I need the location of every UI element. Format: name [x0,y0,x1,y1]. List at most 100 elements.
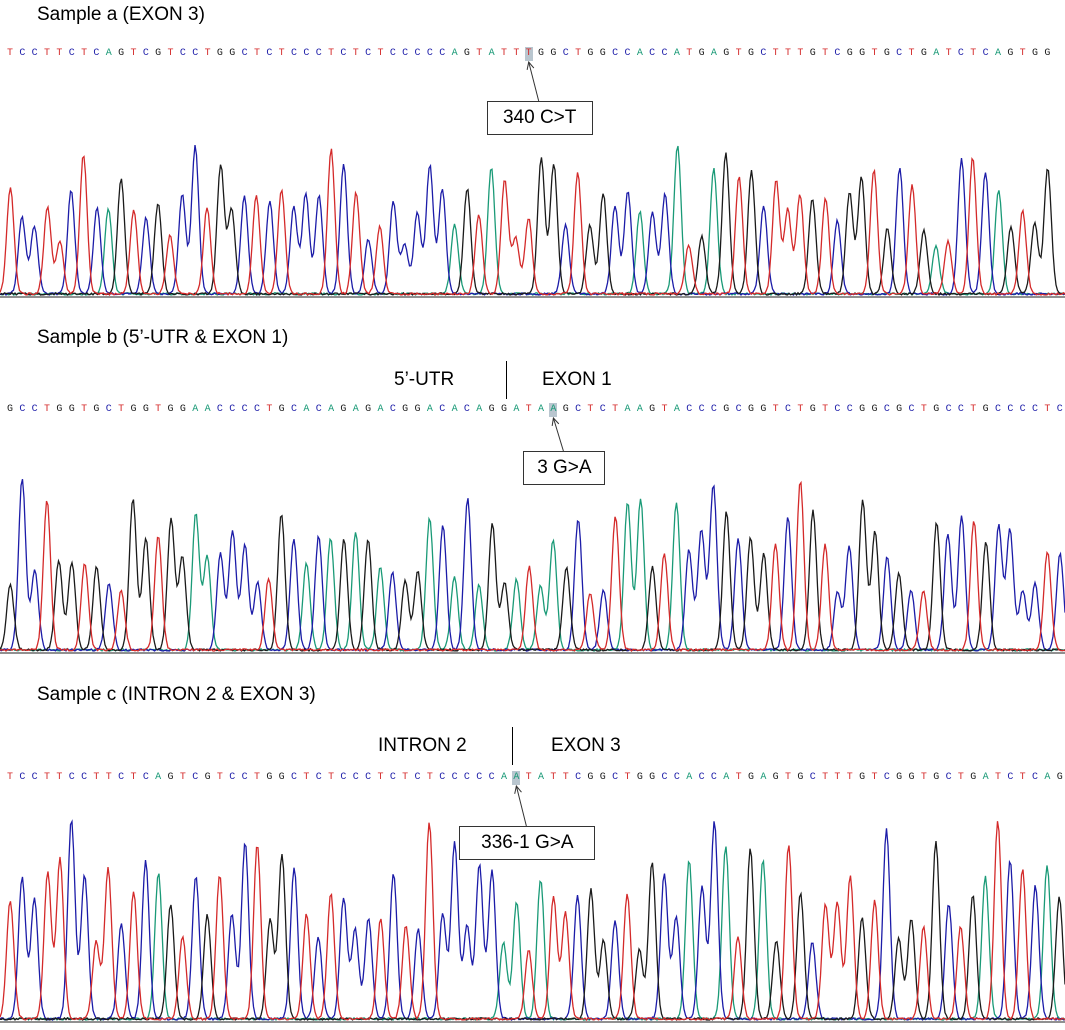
base-letter: T [686,48,693,59]
base-letter: G [562,404,569,415]
base-letter: G [698,48,705,59]
base-letter: G [538,48,545,59]
base-letter: T [216,772,223,783]
base-letter: C [599,404,606,415]
base-letter: T [130,772,137,783]
trace-T [0,821,1065,1022]
base-letter: G [970,772,977,783]
base-letter: C [735,404,742,415]
base-letter: G [871,404,878,415]
base-letter: G [266,772,273,783]
base-letter: C [241,772,248,783]
base-letter: T [155,404,162,415]
base-letter: T [871,772,878,783]
base-letter: T [179,772,186,783]
base-letter: C [1007,404,1014,415]
base-letter: C [105,404,112,415]
base-letter: C [612,772,619,783]
base-letter: G [723,48,730,59]
base-letter: T [402,772,409,783]
base-letter: T [661,404,668,415]
base-letter: G [204,772,211,783]
base-letter: G [587,772,594,783]
pointer-arrow-icon [551,416,564,452]
panel-title: Sample c (INTRON 2 & EXON 3) [37,684,316,705]
base-letter: T [93,772,100,783]
arrow-line [552,417,564,452]
base-letter: T [562,772,569,783]
chromatogram-trace [0,145,1065,298]
base-letter: C [192,48,199,59]
base-letter: C [426,48,433,59]
base-letter: C [352,772,359,783]
base-letter: C [439,404,446,415]
base-letter: G [797,772,804,783]
base-letter: G [278,404,285,415]
base-letter: C [439,48,446,59]
panel-title: Sample b (5’-UTR & EXON 1) [37,327,289,348]
base-letter: A [933,48,940,59]
base-letter: T [377,772,384,783]
base-letter: T [1019,772,1026,783]
base-letter: T [44,772,51,783]
base-letter: T [624,772,631,783]
base-letter: C [760,48,767,59]
chromatogram-trace [0,819,1065,1023]
base-letter: C [834,48,841,59]
base-letter: G [550,48,557,59]
base-letter: T [476,48,483,59]
base-letter: T [130,48,137,59]
base-letter: T [524,47,533,61]
base-letter: C [698,404,705,415]
base-letter: A [377,404,384,415]
base-letter: C [982,48,989,59]
base-letter: T [167,48,174,59]
base-letter: T [525,404,532,415]
base-letter: C [883,772,890,783]
base-letter: T [785,772,792,783]
base-letter: C [291,772,298,783]
base-letter: G [365,404,372,415]
base-letter: C [673,772,680,783]
base-letter: C [896,48,903,59]
base-letter: C [809,772,816,783]
base-letter: T [204,48,211,59]
base-letter: T [871,48,878,59]
arrow-line [528,61,540,102]
base-letter: T [253,772,260,783]
base-letter: G [56,404,63,415]
base-letter: G [908,772,915,783]
base-letter: G [1032,48,1039,59]
base-letter: T [278,48,285,59]
base-letter: T [920,404,927,415]
base-letter: C [463,404,470,415]
base-letter: C [216,404,223,415]
base-letter: C [19,772,26,783]
base-letter: C [562,48,569,59]
base-letter: G [216,48,223,59]
region-left-label: INTRON 2 [378,735,467,756]
base-letter: T [587,404,594,415]
base-letter: G [278,772,285,783]
region-divider [512,727,513,765]
base-letter: C [31,772,38,783]
base-letter: T [772,48,779,59]
arrow-head [514,784,522,794]
base-letter: C [253,404,260,415]
base-letter: C [649,48,656,59]
base-letter: C [698,772,705,783]
base-letter: G [229,48,236,59]
base-letter: T [81,48,88,59]
region-left-label: 5’-UTR [394,369,455,390]
trace-T [0,480,1065,653]
base-letter: T [735,48,742,59]
base-letter: C [365,772,372,783]
base-letter: C [142,48,149,59]
base-letter: T [550,772,557,783]
mutation-label: 336-1 G>A [459,826,596,860]
base-letter: A [994,48,1001,59]
trace-G [0,841,1065,1021]
base-letter: A [673,48,680,59]
trace-T [0,148,1065,297]
base-letter: T [772,404,779,415]
